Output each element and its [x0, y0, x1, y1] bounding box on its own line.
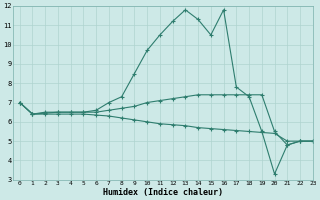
X-axis label: Humidex (Indice chaleur): Humidex (Indice chaleur) [103, 188, 223, 197]
